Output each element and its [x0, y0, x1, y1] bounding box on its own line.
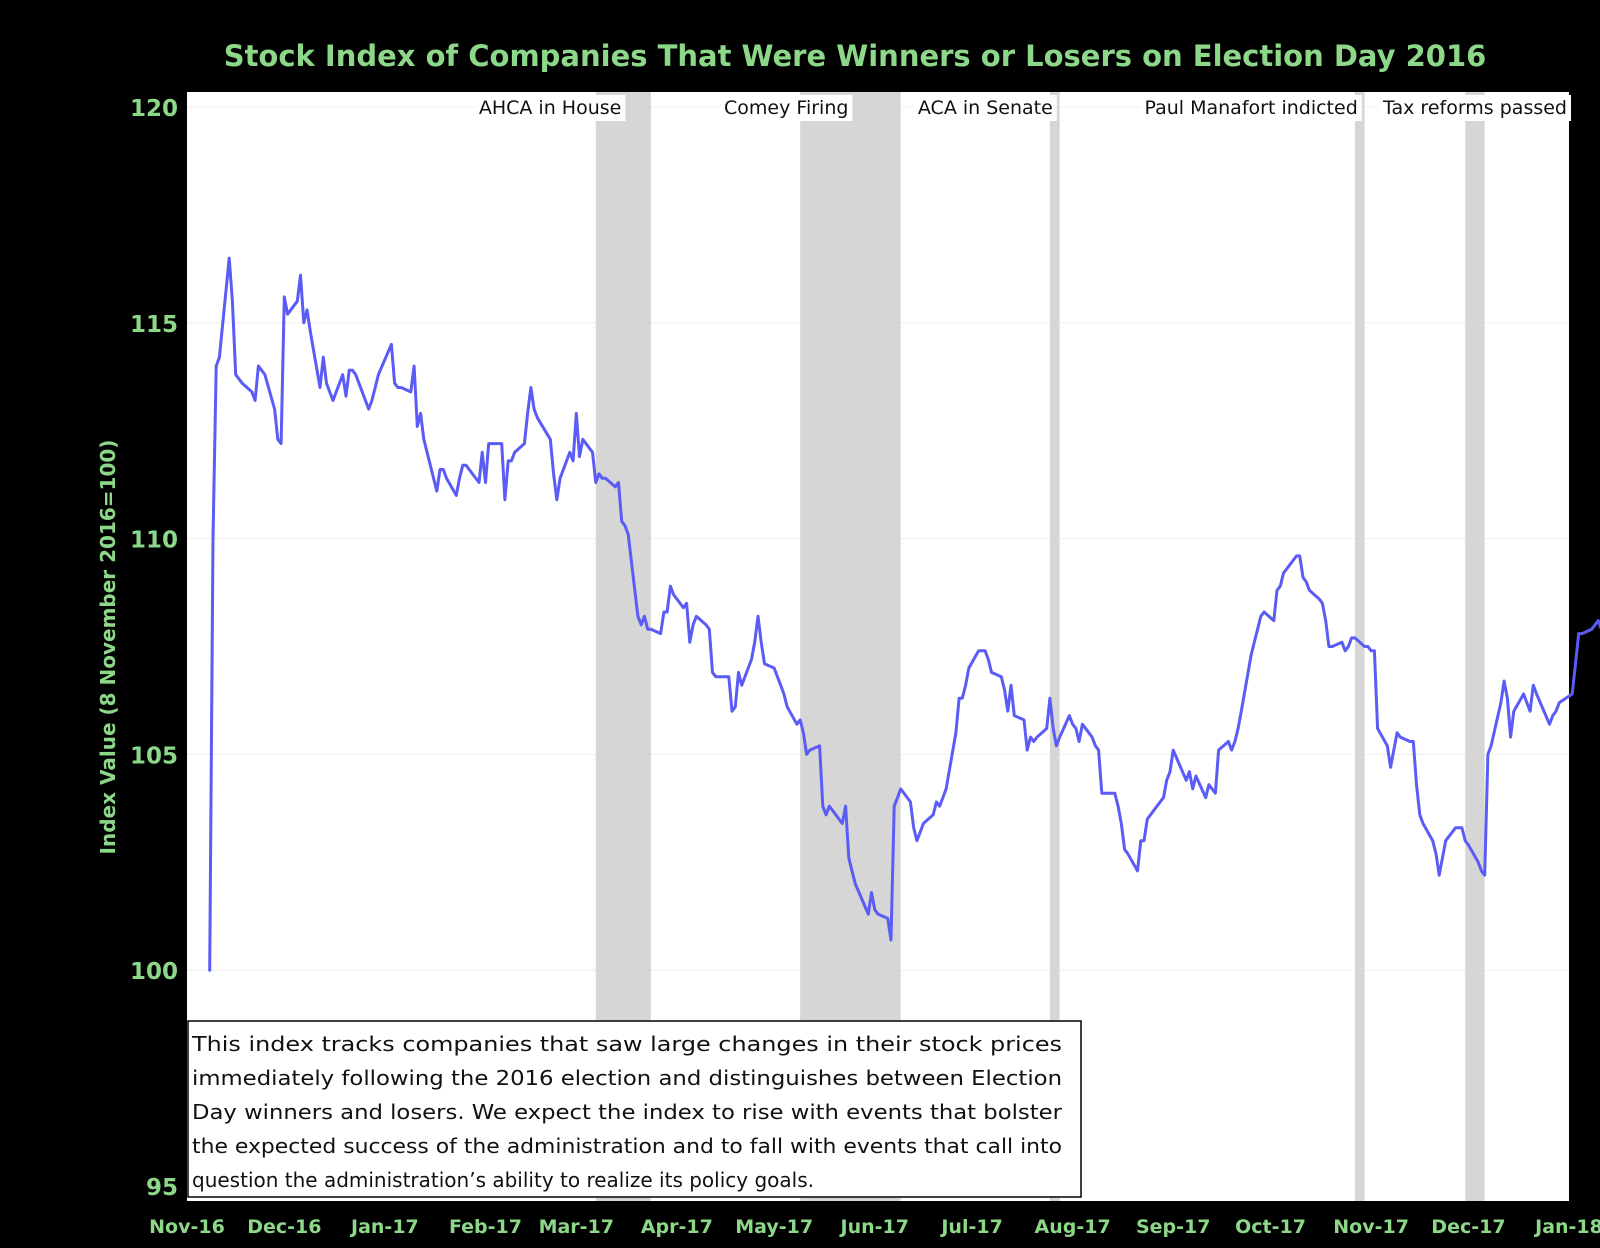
x-tick-label: Jan-17 — [349, 1216, 419, 1238]
event-band — [800, 92, 901, 1201]
note-box — [187, 1020, 1082, 1198]
event-band — [1354, 92, 1365, 1201]
y-tick-label: 115 — [130, 312, 178, 338]
y-tick-label: 120 — [130, 96, 178, 122]
x-tick-label: Sep-17 — [1136, 1216, 1211, 1238]
y-tick-label: 95 — [146, 1175, 178, 1201]
event-band — [595, 92, 651, 1201]
x-axis-ticks: Nov-16 Dec-16 Jan-17 Feb-17 Mar-17 Apr-17 May-… — [149, 1216, 1600, 1238]
event-label-bg — [1379, 95, 1571, 121]
x-tick-label: Jan-18 — [1533, 1216, 1600, 1238]
x-tick-label: Apr-17 — [641, 1216, 713, 1238]
y-axis-ticks: 95 100 105 110 115 120 — [130, 96, 178, 1201]
x-tick-label: Feb-17 — [449, 1216, 522, 1238]
x-tick-label: Dec-17 — [1431, 1216, 1505, 1238]
note-line: the expected success of the administrati… — [192, 1134, 1062, 1158]
event-label-bg — [474, 95, 626, 121]
y-tick-label: 100 — [130, 959, 178, 985]
event-label-bg — [1140, 95, 1362, 121]
note-line: question the administration’s ability to… — [192, 1168, 814, 1192]
x-tick-label: Dec-16 — [247, 1216, 321, 1238]
x-tick-label: Oct-17 — [1235, 1216, 1306, 1238]
index-series-line — [208, 256, 1600, 972]
event-labels: AHCA in House Comey Firing ACA in Senate Pa… — [474, 95, 1571, 121]
note-line: immediately following the 2016 election … — [192, 1066, 1062, 1090]
event-label: AHCA in House — [479, 97, 622, 119]
chart-title: Stock Index of Companies That Were Winne… — [224, 39, 1487, 73]
x-tick-label: Nov-17 — [1333, 1216, 1409, 1238]
event-shading — [595, 92, 1485, 1201]
event-label-bg — [913, 95, 1057, 121]
x-tick-label: Nov-16 — [149, 1216, 225, 1238]
event-label: Paul Manafort indicted — [1145, 97, 1358, 119]
event-label: Comey Firing — [724, 97, 848, 119]
note-line: Day winners and losers. We expect the in… — [192, 1100, 1063, 1124]
y-tick-label: 105 — [130, 743, 178, 769]
event-label: Tax reforms passed — [1382, 97, 1567, 119]
series-layer — [208, 256, 1600, 972]
event-label: ACA in Senate — [918, 97, 1053, 119]
x-tick-label: Mar-17 — [539, 1216, 614, 1238]
x-tick-label: Jul-17 — [939, 1216, 1002, 1238]
event-band — [1049, 92, 1060, 1201]
y-tick-label: 110 — [130, 528, 178, 554]
x-tick-label: May-17 — [735, 1216, 813, 1238]
event-label-bg — [720, 95, 853, 121]
y-axis-label: Index Value (8 November 2016=100) — [96, 440, 120, 855]
note-text: This index tracks companies that saw lar… — [191, 1032, 1063, 1192]
x-tick-label: Jun-17 — [839, 1216, 909, 1238]
note-line: This index tracks companies that saw lar… — [191, 1032, 1062, 1056]
x-tick-label: Aug-17 — [1035, 1216, 1111, 1238]
event-band — [1465, 92, 1485, 1201]
